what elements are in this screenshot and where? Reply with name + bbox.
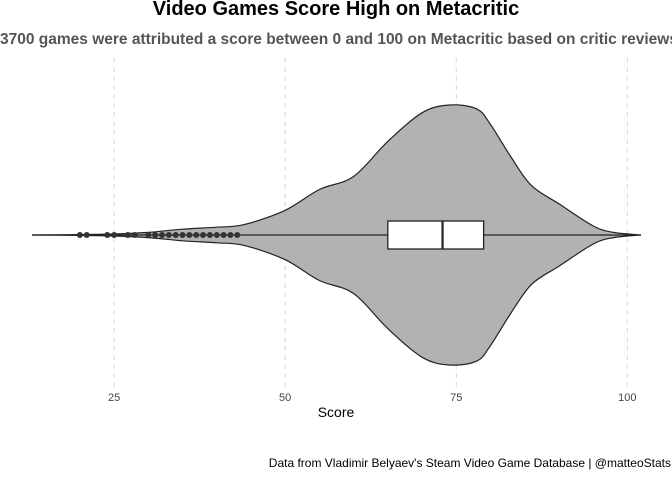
outlier-point-1: [83, 232, 90, 238]
outlier-point-5: [131, 232, 138, 238]
outlier-point-12: [186, 232, 193, 238]
outlier-point-9: [165, 232, 172, 238]
x-tick-label-25: 25: [108, 392, 120, 404]
outlier-point-4: [124, 232, 131, 238]
outlier-point-18: [227, 232, 234, 238]
outlier-point-11: [179, 232, 186, 238]
outlier-point-3: [111, 232, 118, 238]
outlier-point-15: [206, 232, 213, 238]
outlier-point-13: [193, 232, 200, 238]
outlier-point-17: [220, 232, 227, 238]
outlier-point-19: [234, 232, 241, 238]
outlier-point-0: [76, 232, 83, 238]
chart-subtitle: 3700 games were attributed a score betwe…: [0, 31, 672, 48]
x-tick-label-75: 75: [450, 392, 462, 404]
outlier-point-6: [145, 232, 152, 238]
source-caption: Data from Vladimir Belyaev's Steam Video…: [268, 456, 671, 470]
iqr-box: [387, 220, 485, 250]
x-tick-label-100: 100: [618, 392, 636, 404]
outlier-point-2: [104, 232, 111, 238]
outlier-point-10: [172, 232, 179, 238]
outlier-point-16: [213, 232, 220, 238]
outlier-point-7: [152, 232, 159, 238]
chart-title: Video Games Score High on Metacritic: [152, 0, 520, 20]
x-tick-label-50: 50: [279, 392, 291, 404]
x-axis-label: Score: [317, 404, 355, 420]
outlier-point-8: [159, 232, 166, 238]
outlier-point-14: [200, 232, 207, 238]
